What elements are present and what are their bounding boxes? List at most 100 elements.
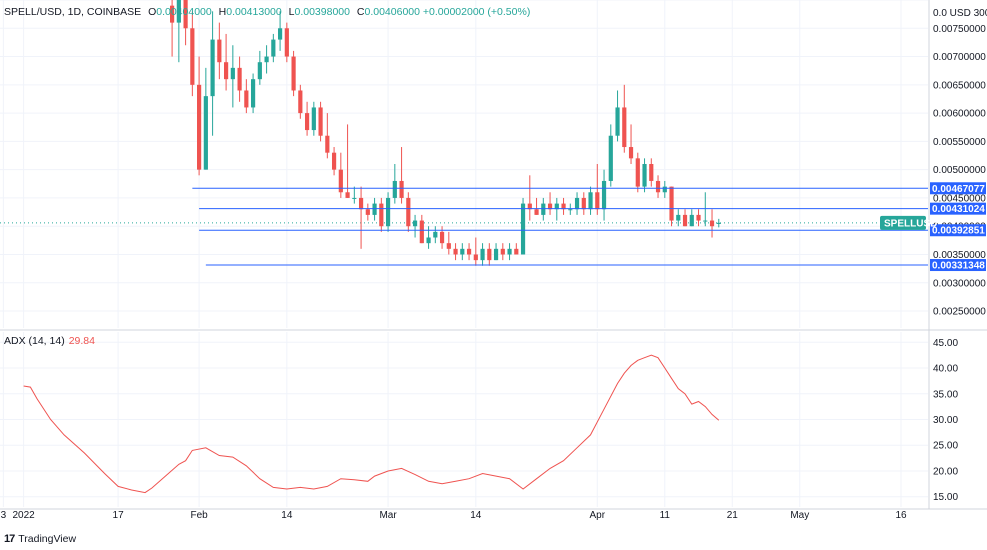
candle-body (493, 248, 499, 261)
candle-body (689, 214, 694, 227)
time-tick-label: 17 (113, 510, 125, 521)
candle-body (514, 248, 519, 255)
adx-tick-label: 35.00 (933, 389, 958, 400)
candle-body (696, 214, 701, 221)
adx-line (23, 354, 720, 494)
candle-body (588, 192, 593, 210)
candle-body (426, 237, 431, 244)
candle-body (716, 222, 721, 224)
candle-body (190, 28, 195, 85)
candle-body (345, 192, 350, 198)
candle-body (419, 220, 424, 244)
price-tick-label: 0.00550000 (933, 137, 986, 148)
candle-body (649, 164, 654, 181)
time-tick-label: Mar (379, 510, 397, 521)
candle-body (379, 203, 384, 227)
candle-body (662, 186, 667, 193)
last-price-symbol-label: SPELLUSD (884, 218, 937, 229)
candle-body (399, 180, 404, 198)
candle-body (237, 67, 242, 91)
candle-body (561, 203, 566, 210)
candle-body (460, 248, 465, 255)
price-tick-label: 0.00500000 (933, 165, 986, 176)
candle-body (318, 107, 323, 136)
candle-body (628, 147, 634, 159)
price-tick-label: 0.00700000 (933, 52, 986, 63)
candle-body (311, 107, 316, 131)
candle-body (473, 254, 478, 261)
candle-body (197, 84, 202, 170)
adx-label: ADX (14, 14) (4, 335, 65, 347)
candle-body (608, 135, 613, 181)
candle-body (682, 214, 688, 227)
level-price-tag (930, 224, 986, 237)
candle-body (284, 28, 289, 57)
level-price-tag-label: 0.00331348 (932, 261, 985, 272)
high-label: H (218, 6, 227, 18)
candle-body (170, 5, 175, 23)
candle-body (534, 209, 539, 215)
level-price-tag (930, 182, 986, 195)
open-label: O (148, 6, 157, 18)
adx-tick-label: 20.00 (933, 466, 958, 477)
close-label: C (356, 6, 365, 18)
price-tick-label: 0.00300000 (933, 278, 986, 289)
candle-body (277, 28, 283, 40)
close-value: 0.00406000 (364, 6, 420, 18)
candle-body (642, 164, 647, 187)
candle-body (183, 0, 188, 29)
adx-legend: ADX (14, 14) 29.84 (4, 335, 95, 347)
footer-branding: 17 TradingView (4, 533, 76, 545)
candle-body (176, 0, 181, 23)
candle-body (412, 220, 418, 227)
price-tick-label: 0.00250000 (933, 307, 986, 318)
level-price-tag-label: 0.00431024 (932, 204, 985, 215)
candle-body (203, 96, 208, 170)
candle-body (581, 197, 586, 210)
candle-body (635, 158, 640, 187)
adx-tick-label: 30.00 (933, 415, 958, 426)
price-tick-label: 0.00350000 (933, 250, 986, 261)
candle-body (527, 203, 532, 210)
candle-body (433, 231, 438, 238)
candle-body (466, 248, 472, 255)
candle-body (352, 197, 357, 199)
candle-body (264, 56, 269, 63)
last-price-symbol-tag (880, 215, 926, 230)
level-price-tag-label: 0.00467077 (932, 184, 985, 195)
price-tick-label: 0.0 USD 300 (933, 8, 987, 19)
candle-body (507, 248, 512, 255)
candle-body (655, 180, 661, 193)
price-tick-label: 0.00600000 (933, 109, 986, 120)
candle-body (547, 203, 553, 210)
candle-body (568, 209, 573, 211)
candle-body (298, 90, 303, 114)
candle-body (500, 248, 505, 255)
price-tick-label: 0.00450000 (933, 193, 986, 204)
time-tick-label: 14 (281, 510, 293, 521)
candle-body (291, 56, 296, 91)
low-value: 0.00398000 (294, 6, 350, 18)
tradingview-logo-icon: 17 (4, 533, 15, 545)
candle-body (224, 62, 229, 80)
candle-body (439, 231, 445, 244)
candle-body (487, 248, 492, 261)
candle-body (244, 90, 249, 108)
time-tick-label: May (790, 510, 809, 521)
adx-tick-label: 40.00 (933, 364, 958, 375)
candle-body (338, 169, 343, 193)
candle-body (676, 214, 681, 221)
candle-body (230, 67, 235, 80)
candle-body (601, 180, 607, 210)
candle-body (480, 248, 485, 261)
time-tick-label: 21 (727, 510, 739, 521)
candle-body (595, 192, 600, 210)
time-tick-label: Feb (190, 510, 208, 521)
level-price-tag (930, 259, 986, 272)
candle-body (372, 203, 377, 215)
open-value: 0.00404000 (156, 6, 212, 18)
high-value: 0.00413000 (226, 6, 282, 18)
candle-body (304, 113, 310, 131)
time-tick-label: Apr (590, 510, 606, 521)
